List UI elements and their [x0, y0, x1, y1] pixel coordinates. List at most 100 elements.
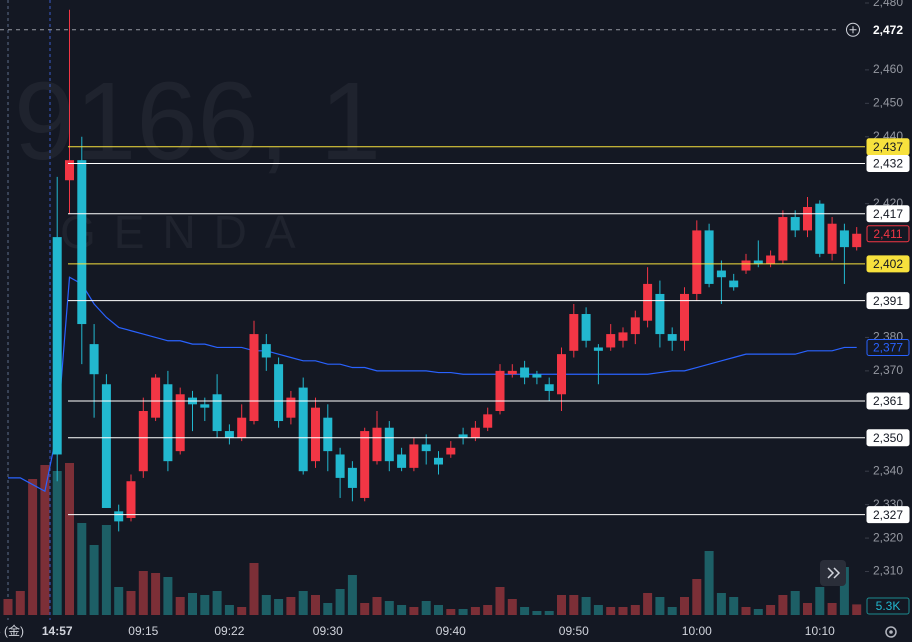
volume-bar: [655, 597, 665, 615]
candle-body: [483, 414, 493, 428]
level-label: 2,437: [873, 140, 903, 154]
candle-body: [630, 317, 640, 335]
candle-body: [729, 280, 739, 288]
level-label-box: [866, 506, 910, 524]
add-icon: [846, 22, 860, 37]
time-axis: [0, 620, 912, 642]
candle-body: [114, 511, 124, 522]
volume-bar: [421, 601, 431, 615]
candle-body: [827, 223, 837, 254]
volume-bar: [335, 589, 345, 615]
candle-body: [839, 230, 849, 248]
volume-bar: [520, 607, 530, 615]
candle-body: [163, 384, 173, 462]
candle-body: [680, 293, 689, 341]
add-icon: [849, 26, 857, 34]
x-tick-label: 09:50: [559, 624, 589, 638]
volume-bar: [397, 605, 407, 615]
volume-bar: [766, 605, 776, 615]
volume-bar: [212, 591, 222, 615]
candle-body: [126, 481, 136, 519]
candle-body: [692, 230, 702, 294]
level-label-box: [866, 292, 910, 310]
volume-bar: [237, 607, 247, 615]
candle-body: [495, 370, 505, 411]
y-tick-label: 2,460: [873, 62, 903, 76]
candle-body: [470, 427, 480, 438]
candle-body: [532, 374, 542, 378]
candle-body: [581, 314, 591, 341]
scroll-button[interactable]: [820, 560, 846, 586]
volume-bar: [470, 607, 480, 615]
x-tick-label: 10:10: [805, 624, 835, 638]
volume-bar: [89, 545, 99, 615]
candle-body: [397, 454, 407, 468]
volume-bar: [692, 579, 702, 615]
candle-body: [89, 344, 99, 375]
candle-body: [335, 454, 345, 478]
volume-bar: [778, 595, 788, 615]
level-label: 2,391: [873, 294, 903, 308]
candle-body: [249, 334, 259, 422]
volume-bar: [753, 609, 763, 615]
level-label-box: [866, 138, 910, 156]
candle-body: [544, 384, 554, 391]
watermark: 9166, 1: [14, 60, 381, 183]
candle-body: [766, 255, 776, 264]
candle-body: [224, 431, 234, 438]
candle-body: [323, 417, 333, 452]
volume-bar: [40, 465, 50, 615]
volume-bar: [52, 471, 62, 615]
candle-body: [175, 394, 185, 452]
candle-body: [421, 444, 431, 452]
volume-bar: [224, 605, 234, 615]
candle-body: [286, 397, 296, 418]
volume-bar: [618, 607, 628, 615]
volume-bar: [15, 591, 25, 615]
volume-bar: [175, 597, 185, 615]
volume-bar: [28, 479, 38, 615]
volume-bar: [163, 577, 173, 615]
candle-body: [655, 293, 665, 335]
x-tick-label: 14:57: [42, 624, 73, 638]
volume-bar: [372, 597, 382, 615]
volume-label: 5.3K: [876, 599, 901, 613]
candle-body: [643, 283, 653, 321]
volume-bar: [643, 593, 653, 615]
candle-body: [803, 207, 812, 231]
volume-bar: [126, 591, 136, 615]
settings-icon[interactable]: [885, 626, 897, 638]
candle-body: [347, 467, 357, 488]
volume-bar: [680, 597, 689, 615]
volume-bar: [65, 463, 74, 615]
candle-body: [520, 367, 530, 378]
volume-bar: [360, 603, 370, 615]
volume-bar: [606, 607, 616, 615]
volume-bar: [200, 595, 210, 615]
candle-body: [77, 160, 87, 325]
volume-bar: [77, 523, 87, 615]
level-label: 2,417: [873, 207, 903, 221]
candle-body: [274, 364, 284, 422]
candle-body: [434, 457, 443, 465]
candle-body: [101, 384, 111, 508]
candle-body: [753, 260, 763, 264]
volume-bar: [323, 603, 333, 615]
volume-bar: [138, 571, 148, 615]
volume-bar: [667, 607, 677, 615]
candle-body: [360, 431, 370, 498]
x-tick-label: 09:40: [436, 624, 466, 638]
y-tick-label: 2,370: [873, 363, 903, 377]
volume-bar: [557, 595, 566, 615]
level-label-box: [866, 255, 910, 273]
volume-bar: [544, 611, 554, 615]
crosshair-label-box: [866, 21, 910, 39]
volume-bar: [409, 607, 419, 615]
watermark-sub: GENDA: [60, 206, 314, 258]
volume-bar: [741, 607, 751, 615]
volume-bar: [729, 597, 739, 615]
candle-body: [507, 370, 517, 375]
candle-body: [593, 347, 603, 351]
volume-bar: [286, 597, 296, 615]
